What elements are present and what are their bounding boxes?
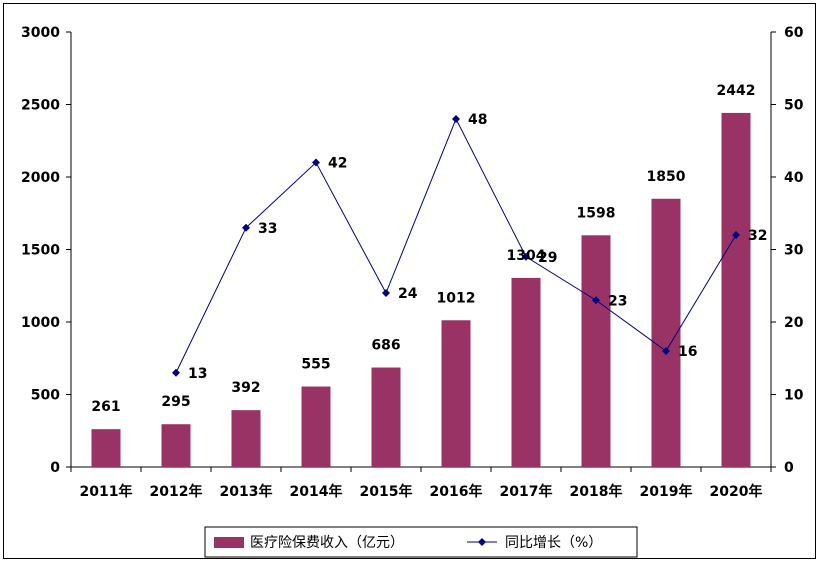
- line-marker: [382, 289, 390, 297]
- x-tick-label: 2018年: [570, 483, 623, 500]
- right-tick-label: 40: [784, 170, 804, 186]
- bar: [91, 429, 121, 467]
- line-marker: [312, 158, 320, 167]
- line-marker: [452, 115, 460, 123]
- bar: [441, 320, 471, 467]
- line-marker: [662, 347, 670, 355]
- bar: [231, 410, 261, 467]
- line-value-label: 32: [748, 228, 767, 244]
- bar-value-label: 261: [91, 399, 120, 415]
- bar-value-label: 295: [161, 394, 190, 410]
- bar: [721, 112, 751, 467]
- bar: [301, 386, 331, 467]
- x-tick-label: 2016年: [430, 483, 483, 500]
- line-marker: [242, 223, 250, 232]
- line-value-label: 33: [258, 221, 277, 237]
- bar-value-label: 686: [371, 338, 400, 354]
- line-value-label: 42: [328, 156, 347, 172]
- left-tick-label: 1000: [21, 315, 60, 331]
- right-tick-label: 60: [784, 25, 804, 41]
- legend-line-label: 同比增长（%）: [505, 535, 602, 551]
- bar: [161, 424, 191, 467]
- bar: [511, 277, 541, 467]
- line-marker: [732, 231, 740, 239]
- x-tick-label: 2020年: [710, 483, 763, 500]
- legend-bar-swatch: [214, 537, 244, 548]
- combo-chart: 0 500 1000 1500 2000 2500 3000 0 10 20 30 40 50 60 201…: [21, 25, 804, 558]
- bar: [371, 367, 401, 467]
- left-tick-label: 2500: [21, 98, 60, 114]
- legend-bar-label: 医疗险保费收入（亿元）: [250, 535, 404, 551]
- right-tick-label: 30: [784, 243, 804, 259]
- line-value-label: 13: [188, 366, 207, 382]
- right-tick-label: 50: [784, 98, 804, 114]
- line-value-label: 16: [678, 344, 697, 360]
- left-tick-label: 3000: [21, 25, 60, 41]
- bar-value-label: 1598: [577, 205, 616, 221]
- bar-value-label: 555: [301, 357, 330, 373]
- bar: [651, 198, 681, 467]
- line-layer: [172, 115, 740, 377]
- line-value-label: 23: [608, 293, 627, 309]
- bar-value-label: 1850: [647, 169, 686, 185]
- x-tick-label: 2013年: [220, 483, 273, 500]
- labels-layer: 261 2953925556861012130415981850244213334…: [91, 83, 767, 415]
- x-tick-label: 2017年: [500, 483, 553, 500]
- legend-box: [204, 526, 638, 558]
- right-tick-label: 20: [784, 315, 804, 331]
- left-tick-label: 2000: [21, 170, 60, 186]
- left-tick-label: 1500: [21, 243, 60, 259]
- line-marker: [522, 252, 530, 261]
- x-tick-label: 2012年: [150, 483, 203, 500]
- left-tick-label: 0: [50, 460, 60, 476]
- x-tick-label: 2014年: [290, 483, 343, 500]
- line-marker: [172, 368, 180, 377]
- bar-value-label: 392: [231, 380, 260, 396]
- bars-layer: [91, 112, 751, 467]
- bar-value-label: 1304: [507, 248, 546, 264]
- right-tick-label: 0: [784, 460, 794, 476]
- x-tick-label: 2019年: [640, 483, 693, 500]
- legend: 医疗险保费收入（亿元） 同比增长（%）: [204, 526, 638, 558]
- x-tick-label: 2011年: [80, 483, 133, 500]
- line-value-label: 29: [538, 250, 557, 266]
- x-tick-label: 2015年: [360, 483, 413, 500]
- right-tick-label: 10: [784, 388, 804, 404]
- line-value-label: 48: [468, 112, 487, 128]
- line-marker: [592, 296, 600, 305]
- bar-value-label: 1012: [437, 290, 476, 306]
- axes-layer: 0 500 1000 1500 2000 2500 3000 0 10 20 30 40 50 60 201…: [21, 25, 804, 500]
- bar-value-label: 2442: [717, 83, 756, 99]
- left-tick-label: 500: [31, 388, 60, 404]
- bar: [581, 235, 611, 467]
- legend-line-marker: [478, 538, 486, 546]
- chart-frame: 0 500 1000 1500 2000 2500 3000 0 10 20 30 40 50 60 201…: [3, 3, 816, 559]
- line-value-label: 24: [398, 286, 418, 302]
